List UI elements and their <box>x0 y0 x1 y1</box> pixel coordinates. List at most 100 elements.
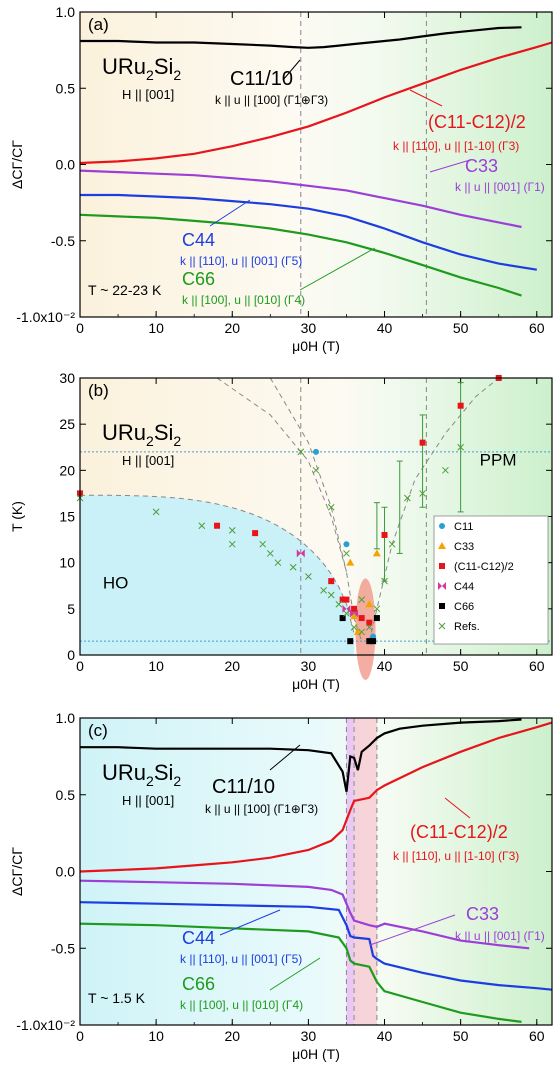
series-note: k || u || [100] (Γ1⊕Γ3) <box>215 93 328 107</box>
x-tick-label: 20 <box>224 320 240 336</box>
series-note: k || [110], u || [001] (Γ5) <box>180 254 302 268</box>
leader-line <box>282 59 301 81</box>
series-line <box>79 721 553 873</box>
x-tick-label: 60 <box>529 658 545 674</box>
leader-line <box>369 914 456 946</box>
panel-label: (b) <box>88 381 109 400</box>
y-axis-label: ΔCΓ/CΓ <box>9 847 25 896</box>
series-note: k || [110], u || [001] (Γ5) <box>180 952 302 966</box>
data-point <box>343 541 350 548</box>
leader-line <box>269 744 301 771</box>
x-tick-label: 40 <box>377 658 393 674</box>
temperature-label: T ~ 1.5 K <box>88 990 146 1006</box>
data-point <box>457 443 464 451</box>
x-tick-label: 60 <box>529 1028 545 1044</box>
data-point <box>335 600 343 608</box>
field-direction: H || [001] <box>122 453 174 468</box>
panel-label: (a) <box>88 15 109 34</box>
x-tick-label: 0 <box>76 320 84 336</box>
data-point <box>266 550 274 557</box>
series-note: k || [110], u || [1-10] (Γ3) <box>393 139 519 153</box>
crossover-mid <box>269 377 347 573</box>
x-axis-label: μ0H (T) <box>292 338 340 354</box>
y-tick-label: -0.5 <box>51 940 75 956</box>
data-point <box>358 596 366 603</box>
data-point <box>358 628 366 636</box>
legend-label: C11 <box>454 521 473 533</box>
series-note: k || u || [001] (Γ1) <box>455 180 545 194</box>
field-direction: H || [001] <box>122 87 174 102</box>
data-point <box>289 563 297 571</box>
data-point <box>296 549 305 558</box>
data-point <box>312 466 320 474</box>
data-point <box>442 466 449 474</box>
legend-label: C33 <box>454 541 474 553</box>
series-note: k || u || [001] (Γ1) <box>455 929 545 943</box>
series-note: k || [100], u || [010] (Γ4) <box>180 998 303 1012</box>
region-label-ho: HO <box>103 574 129 593</box>
y-tick-label: 0 <box>67 647 75 663</box>
legend-marker <box>439 563 445 569</box>
data-point <box>339 596 346 603</box>
data-point <box>252 530 259 537</box>
data-point <box>313 448 319 455</box>
legend-label: (C11-C12)/2 <box>454 561 514 573</box>
data-point <box>388 540 396 548</box>
legend-marker <box>439 603 445 609</box>
series-label: C33 <box>465 156 498 176</box>
series-label: C66 <box>182 974 215 994</box>
series-line <box>80 718 522 792</box>
series-line <box>79 901 553 991</box>
data-point <box>351 605 358 612</box>
data-point <box>327 591 335 599</box>
y-tick-label: 1.0 <box>56 4 76 20</box>
plot-frame <box>79 11 553 318</box>
legend-marker <box>438 582 446 590</box>
data-point <box>274 559 282 567</box>
data-point <box>350 609 359 618</box>
field-direction: H || [001] <box>122 793 174 808</box>
legend-marker <box>438 542 446 549</box>
x-tick-label: 0 <box>76 658 84 674</box>
series-line <box>80 26 522 49</box>
plot-background <box>80 12 552 317</box>
x-tick-label: 50 <box>453 658 469 674</box>
x-tick-label: 30 <box>301 320 317 336</box>
ho-region <box>80 495 355 655</box>
x-tick-label: 50 <box>453 1028 469 1044</box>
data-point <box>347 638 354 645</box>
x-tick-label: 10 <box>148 1028 164 1044</box>
y-tick-label: 15 <box>59 509 75 525</box>
y-tick-label: -0.5 <box>51 233 75 249</box>
data-point <box>370 638 377 645</box>
series-label: C11/10 <box>212 776 275 798</box>
data-point <box>343 550 350 557</box>
y-tick-label: 5 <box>67 601 75 617</box>
compound-label: URu2Si2 <box>102 420 181 449</box>
crossover-right <box>368 377 500 642</box>
data-point <box>419 439 426 446</box>
leader-line <box>219 909 281 936</box>
data-point <box>404 494 411 502</box>
data-point <box>358 615 365 622</box>
data-point <box>320 587 327 594</box>
y-tick-label: 1.0 <box>56 710 76 726</box>
data-point <box>370 633 377 640</box>
series-label: C33 <box>466 904 499 924</box>
x-tick-label: 20 <box>224 1028 240 1044</box>
series-label: C44 <box>182 928 215 948</box>
series-line <box>79 213 522 297</box>
legend-label: C66 <box>454 601 474 613</box>
series-line <box>79 879 530 950</box>
data-point <box>457 402 464 409</box>
compound-label: URu2Si2 <box>102 760 181 789</box>
y-tick-label: 0.5 <box>56 787 76 803</box>
plot-frame <box>79 377 553 656</box>
series-line <box>79 169 522 229</box>
legend-marker <box>439 523 445 529</box>
x-tick-label: 60 <box>529 320 545 336</box>
series-note: k || u || [100] (Γ1⊕Γ3) <box>205 802 318 816</box>
phase-boundary <box>80 494 355 634</box>
series-note: k || [100], u || [010] (Γ4) <box>182 293 305 307</box>
data-point <box>373 605 381 613</box>
